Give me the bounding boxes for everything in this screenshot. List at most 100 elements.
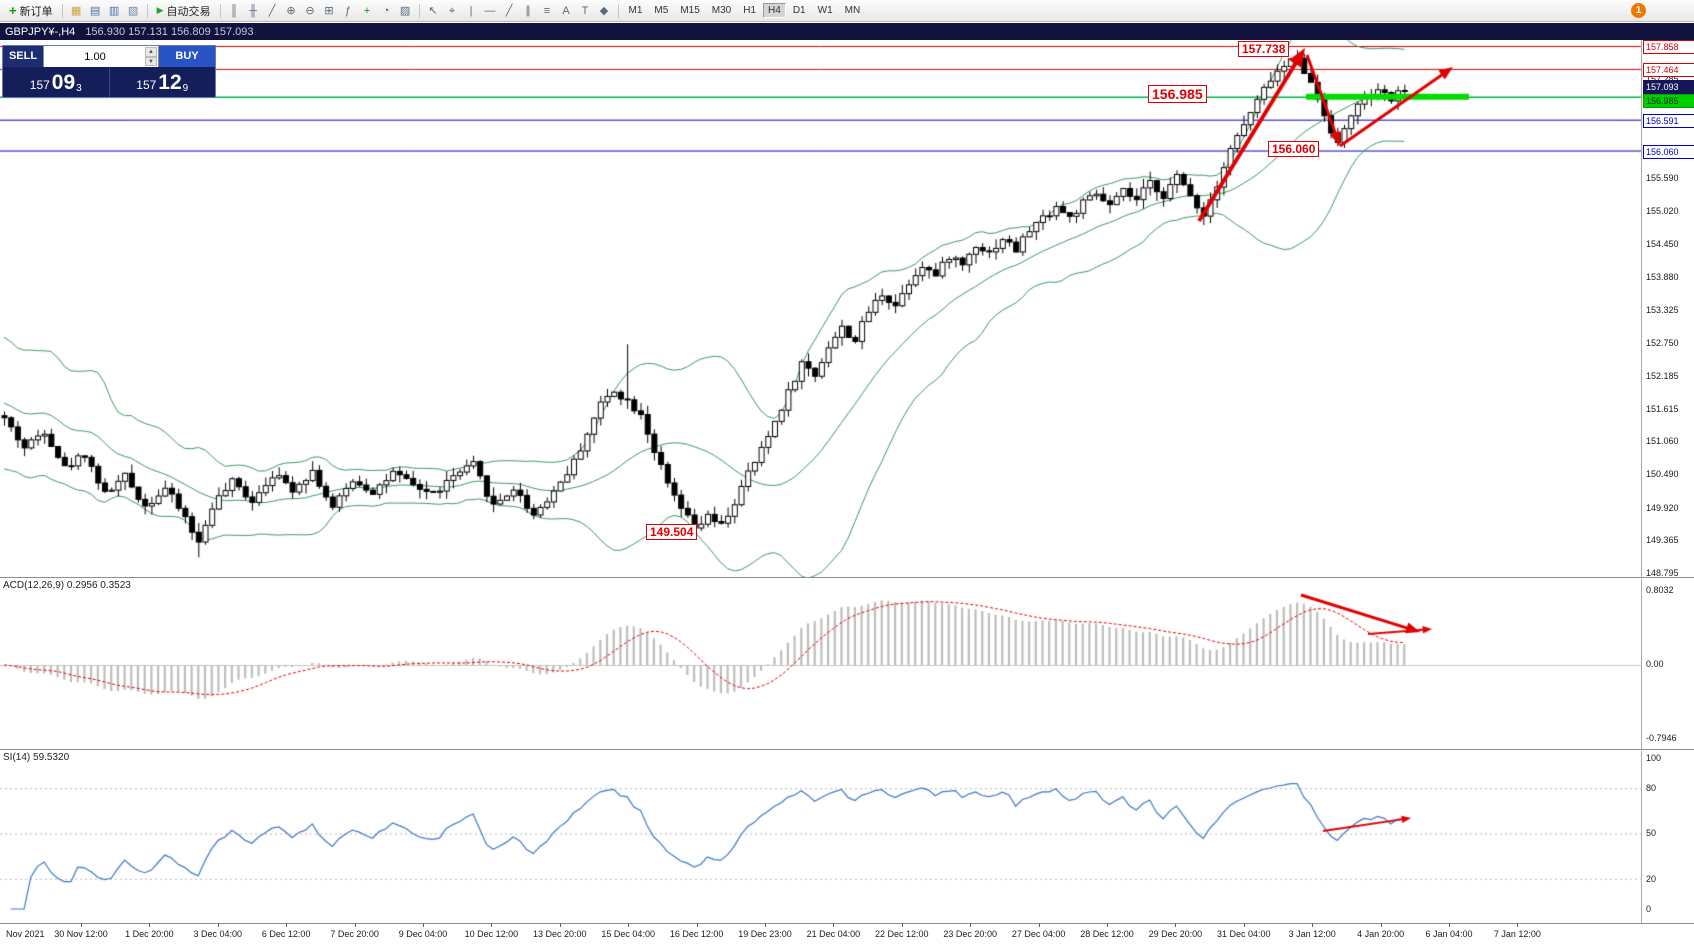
time-axis-label: 6 Jan 04:00 bbox=[1425, 929, 1473, 939]
volume-decrease-button[interactable]: ▼ bbox=[145, 56, 157, 66]
rsi-scale-tick: 0 bbox=[1646, 904, 1652, 914]
profiles-icon[interactable]: ▦ bbox=[70, 4, 82, 17]
price-annotation[interactable]: 156.985 bbox=[1148, 85, 1207, 103]
time-axis-tick bbox=[970, 923, 972, 927]
buy-button[interactable]: BUY bbox=[159, 46, 215, 67]
price-scale-tick: 149.920 bbox=[1646, 502, 1679, 513]
time-axis-label: 21 Dec 04:00 bbox=[806, 929, 861, 939]
time-axis-tick bbox=[1038, 923, 1040, 927]
price-level-box-red: 157.858 bbox=[1643, 40, 1694, 54]
horizontal-line-icon[interactable]: — bbox=[484, 4, 496, 17]
price-level-box-blue: 156.060 bbox=[1643, 144, 1694, 159]
buy-price-display[interactable]: 157 12 9 bbox=[110, 67, 216, 97]
navigator-icon[interactable]: ▧ bbox=[127, 4, 139, 17]
main-toolbar: + 新订单 ▦ ▤ ▥ ▧ ▶ 自动交易 ║ ╫ ╱ ⊕ ⊖ ⊞ ƒ + ◔ ▨ ↖ ⌖ | — ╱ ∥ ≡ A T ◆ … bbox=[0, 0, 1694, 22]
time-axis-tick bbox=[354, 923, 356, 927]
rsi-panel-separator[interactable] bbox=[0, 749, 1694, 750]
templates-icon[interactable]: ▨ bbox=[399, 4, 411, 17]
market-watch-icon[interactable]: ▤ bbox=[89, 4, 101, 17]
rsi-scale-tick: 80 bbox=[1646, 783, 1657, 793]
zoom-in-icon[interactable]: ⊕ bbox=[286, 4, 296, 17]
time-axis-tick bbox=[696, 923, 698, 927]
timeframe-h1-button[interactable]: H1 bbox=[743, 5, 757, 16]
timeframe-m15-button[interactable]: M15 bbox=[680, 5, 700, 16]
price-scale-tick: 148.795 bbox=[1646, 568, 1679, 578]
price-scale-tick: 153.325 bbox=[1646, 304, 1679, 315]
sell-button[interactable]: SELL bbox=[3, 46, 43, 67]
time-axis-label: 3 Jan 12:00 bbox=[1288, 929, 1336, 939]
indicators-icon[interactable]: ƒ bbox=[344, 4, 352, 17]
price-annotation[interactable]: 149.504 bbox=[646, 524, 698, 540]
time-axis-label: 9 Dec 04:00 bbox=[398, 929, 448, 939]
price-scale-tick: 150.490 bbox=[1646, 469, 1679, 480]
vertical-line-icon[interactable]: | bbox=[469, 4, 473, 17]
macd-scale-tick: 0.00 bbox=[1646, 659, 1664, 669]
price-level-box-blue: 156.591 bbox=[1643, 113, 1694, 128]
price-scale-tick: 152.750 bbox=[1646, 338, 1679, 349]
rsi-scale-tick: 50 bbox=[1646, 828, 1657, 838]
price-scale-tick: 154.450 bbox=[1646, 239, 1679, 250]
time-axis-tick bbox=[559, 923, 561, 927]
rsi-label: SI(14) 59.5320 bbox=[3, 752, 70, 763]
sell-price-display[interactable]: 157 09 3 bbox=[3, 67, 110, 97]
time-axis-label: 13 Dec 20:00 bbox=[533, 929, 587, 939]
new-order-button[interactable]: + 新订单 bbox=[4, 2, 58, 20]
time-axis-tick bbox=[423, 923, 424, 927]
volume-increase-button[interactable]: ▲ bbox=[145, 47, 157, 57]
time-axis-tick bbox=[628, 923, 630, 927]
timeframe-m1-button[interactable]: M1 bbox=[628, 5, 643, 16]
cursor-icon[interactable]: ↖ bbox=[428, 4, 438, 17]
channel-icon[interactable]: ∥ bbox=[525, 4, 531, 17]
tile-windows-icon[interactable]: ⊞ bbox=[324, 4, 334, 17]
time-axis-tick bbox=[901, 923, 903, 927]
auto-trading-icon: ▶ bbox=[156, 5, 164, 15]
time-axis-tick bbox=[1449, 923, 1450, 927]
timeframe-m30-button[interactable]: M30 bbox=[711, 5, 732, 16]
label-icon[interactable]: T bbox=[581, 4, 589, 17]
data-window-icon[interactable]: ▥ bbox=[108, 4, 120, 17]
bar-chart-icon[interactable]: ║ bbox=[230, 4, 238, 17]
shapes-icon[interactable]: ◆ bbox=[599, 4, 609, 17]
timeframe-w1-button[interactable]: W1 bbox=[817, 5, 833, 16]
candlestick-chart-icon[interactable]: ╫ bbox=[249, 4, 257, 17]
new-chart-icon[interactable]: + bbox=[363, 4, 371, 17]
time-axis-label: 7 Jan 12:00 bbox=[1493, 929, 1541, 939]
auto-trading-label: 自动交易 bbox=[166, 5, 211, 18]
toolbar-separator bbox=[146, 3, 148, 18]
time-axis[interactable] bbox=[0, 923, 1694, 945]
auto-trading-button[interactable]: ▶ 自动交易 bbox=[152, 2, 216, 20]
text-icon[interactable]: A bbox=[562, 4, 570, 17]
timeframe-mn-button[interactable]: MN bbox=[844, 5, 861, 16]
macd-panel-separator[interactable] bbox=[0, 577, 1694, 578]
period-icon[interactable]: ◔ bbox=[382, 4, 390, 17]
timeframe-m5-button[interactable]: M5 bbox=[654, 5, 669, 16]
zoom-out-icon[interactable]: ⊖ bbox=[305, 4, 315, 17]
trendline-icon[interactable]: ╱ bbox=[505, 4, 513, 17]
price-scale-tick: 151.060 bbox=[1646, 436, 1679, 447]
price-annotation[interactable]: 156.060 bbox=[1268, 141, 1320, 157]
notification-badge[interactable]: 1 bbox=[1631, 3, 1646, 18]
chart-ohlc-values: 156.930 157.131 156.809 157.093 bbox=[85, 25, 254, 38]
time-axis-label: 22 Dec 12:00 bbox=[875, 929, 929, 939]
toolbar-draw-icon-group: ↖ ⌖ | — ╱ ∥ ≡ A T ◆ bbox=[424, 3, 614, 19]
fibonacci-icon[interactable]: ≡ bbox=[543, 4, 551, 17]
timeframe-h4-button[interactable]: H4 bbox=[763, 3, 786, 18]
trade-panel-controls: SELL ▲ ▼ BUY bbox=[3, 46, 215, 67]
time-axis-label: 4 Jan 20:00 bbox=[1357, 929, 1405, 939]
time-axis-label: 30 Nov 12:00 bbox=[54, 929, 108, 939]
time-axis-label: 23 Dec 20:00 bbox=[943, 929, 997, 939]
time-axis-label: 19 Dec 23:00 bbox=[738, 929, 792, 939]
crosshair-icon[interactable]: ⌖ bbox=[448, 4, 456, 17]
price-annotation[interactable]: 157.738 bbox=[1238, 41, 1290, 57]
line-chart-icon[interactable]: ╱ bbox=[268, 4, 276, 17]
time-axis-tick bbox=[149, 923, 151, 927]
toolbar-separator bbox=[418, 3, 420, 18]
time-axis-tick bbox=[1380, 923, 1382, 927]
time-axis-tick bbox=[833, 923, 835, 927]
timeframe-d1-button[interactable]: D1 bbox=[792, 5, 806, 16]
volume-box: ▲ ▼ bbox=[43, 46, 159, 67]
volume-input[interactable] bbox=[44, 46, 158, 67]
timeframe-button-group: M1 M5 M15 M30 H1 H4 D1 W1 MN bbox=[623, 3, 867, 18]
chart-symbol-period: GBPJPY¥-,H4 bbox=[5, 25, 76, 38]
